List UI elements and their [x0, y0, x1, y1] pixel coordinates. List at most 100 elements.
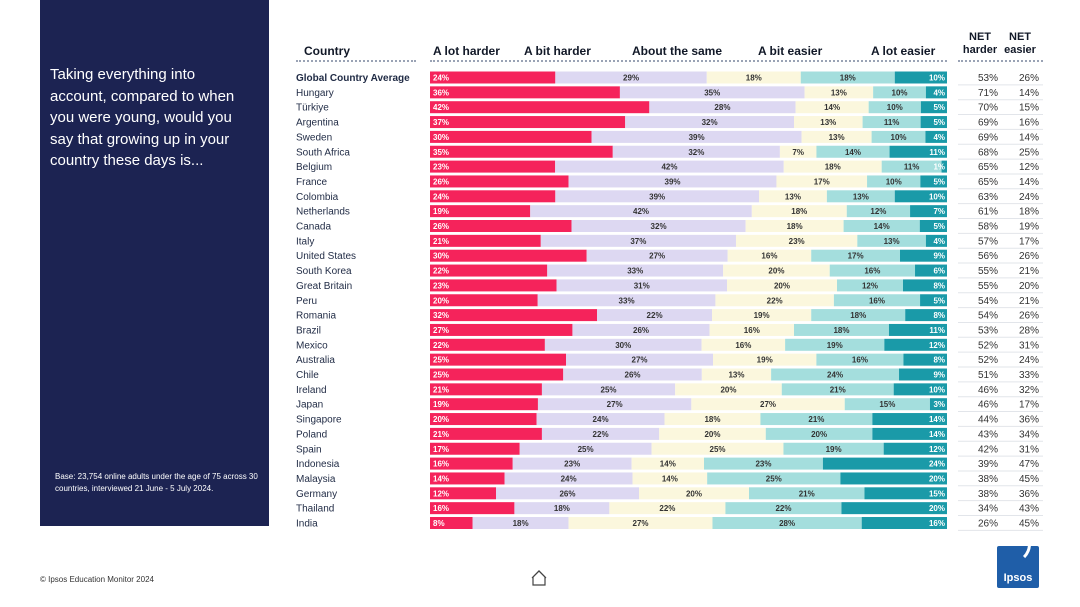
bar-a-bit-easier: [837, 279, 903, 292]
value-label-a-bit-harder: 23%: [564, 460, 580, 469]
value-label-about-same: 20%: [774, 281, 790, 290]
value-label-a-bit-easier: 13%: [853, 192, 869, 201]
bar-about-same: [631, 457, 705, 470]
net-easier-value: 26%: [1019, 73, 1039, 84]
bar-a-lot-harder: [430, 413, 537, 426]
country-label: Argentina: [296, 118, 339, 129]
value-label-a-lot-harder: 14%: [433, 474, 449, 483]
bar-a-lot-harder: [430, 264, 548, 277]
value-label-a-lot-easier: 3%: [933, 400, 945, 409]
header-a-lot-easier: A lot easier: [871, 44, 936, 58]
bar-a-lot-easier: [915, 264, 947, 277]
net-harder-value: 65%: [978, 177, 998, 188]
net-harder-value: 70%: [978, 103, 998, 114]
value-label-a-lot-easier: 20%: [929, 474, 945, 483]
bar-a-lot-easier: [920, 294, 947, 307]
bar-a-bit-easier: [781, 383, 894, 396]
net-harder-value: 44%: [978, 415, 998, 426]
bar-about-same: [712, 309, 812, 322]
value-label-a-lot-harder: 25%: [433, 371, 449, 380]
bar-about-same: [751, 205, 847, 218]
value-label-a-bit-easier: 17%: [848, 252, 864, 261]
value-label-a-lot-easier: 5%: [933, 118, 945, 127]
bar-a-lot-easier: [903, 279, 947, 292]
bar-a-lot-easier: [840, 472, 947, 485]
bar-a-lot-harder: [430, 502, 515, 515]
bar-a-bit-easier: [826, 190, 895, 203]
bar-a-bit-harder: [571, 220, 746, 232]
value-label-about-same: 18%: [791, 207, 807, 216]
country-label: Belgium: [296, 162, 332, 173]
bar-a-lot-easier: [925, 86, 947, 99]
value-label-about-same: 27%: [760, 400, 776, 409]
value-label-a-lot-easier: 4%: [933, 133, 945, 142]
net-easier-value: 31%: [1019, 444, 1039, 455]
value-label-a-lot-harder: 35%: [433, 148, 449, 157]
bar-a-lot-harder: [430, 205, 531, 218]
country-label: Germany: [296, 489, 337, 500]
value-label-a-lot-harder: 24%: [433, 74, 449, 83]
value-label-a-lot-harder: 37%: [433, 118, 449, 127]
value-label-a-lot-harder: 32%: [433, 311, 449, 320]
value-label-a-bit-harder: 26%: [559, 489, 575, 498]
bar-a-lot-harder: [430, 398, 538, 411]
country-label: Spain: [296, 444, 322, 455]
value-label-a-lot-easier: 8%: [933, 281, 945, 290]
value-label-a-bit-harder: 33%: [619, 296, 635, 305]
net-harder-value: 38%: [978, 489, 998, 500]
value-label-a-lot-easier: 14%: [929, 430, 945, 439]
value-label-a-bit-harder: 32%: [651, 222, 667, 231]
net-easier-value: 47%: [1019, 459, 1039, 470]
bar-a-lot-easier: [872, 427, 947, 440]
bar-a-bit-easier: [843, 220, 920, 232]
country-label: Peru: [296, 296, 317, 307]
value-label-a-bit-harder: 35%: [704, 88, 720, 97]
value-label-a-bit-easier: 15%: [879, 400, 895, 409]
value-label-a-lot-harder: 22%: [433, 267, 449, 276]
value-label-a-bit-harder: 24%: [593, 415, 609, 424]
bar-a-bit-harder: [612, 145, 780, 158]
net-easier-value: 12%: [1019, 162, 1039, 173]
value-label-a-lot-harder: 21%: [433, 385, 449, 394]
home-icon[interactable]: [531, 569, 547, 587]
country-divider: [296, 60, 416, 62]
bar-a-lot-harder: [430, 309, 598, 322]
header-a-bit-easier: A bit easier: [758, 44, 823, 58]
net-easier-value: 21%: [1019, 296, 1039, 307]
bar-about-same: [783, 160, 882, 173]
bar-a-bit-easier: [867, 175, 921, 188]
net-harder-value: 54%: [978, 311, 998, 322]
bar-a-bit-harder: [472, 517, 569, 529]
net-harder-value: 38%: [978, 474, 998, 485]
value-label-a-lot-easier: 8%: [933, 356, 945, 365]
net-easier-value: 31%: [1019, 340, 1039, 351]
net-easier-value: 14%: [1019, 177, 1039, 188]
bar-a-lot-harder: [430, 130, 592, 143]
value-label-a-lot-harder: 25%: [433, 356, 449, 365]
value-label-about-same: 14%: [824, 103, 840, 112]
bar-a-lot-harder: [430, 427, 542, 440]
value-label-a-lot-easier: 20%: [929, 504, 945, 513]
net-harder-value: 52%: [978, 340, 998, 351]
country-label: Poland: [296, 429, 327, 440]
bar-about-same: [701, 368, 772, 381]
value-label-a-bit-easier: 19%: [826, 445, 842, 454]
value-label-a-bit-harder: 22%: [647, 311, 663, 320]
value-label-a-bit-easier: 10%: [892, 88, 908, 97]
bar-a-lot-harder: [430, 472, 505, 485]
bar-about-same: [727, 279, 837, 292]
bar-a-lot-easier: [920, 175, 947, 188]
bar-a-lot-harder: [430, 457, 513, 470]
bar-a-bit-harder: [541, 427, 660, 440]
net-harder-value: 61%: [978, 207, 998, 218]
bar-a-lot-harder: [430, 145, 613, 158]
bar-a-bit-easier: [800, 71, 895, 84]
country-label: Malaysia: [296, 474, 336, 485]
value-label-a-bit-easier: 13%: [884, 237, 900, 246]
bar-a-lot-easier: [888, 323, 947, 336]
value-label-a-lot-harder: 20%: [433, 415, 449, 424]
value-label-a-lot-harder: 20%: [433, 296, 449, 305]
value-label-about-same: 16%: [735, 341, 751, 350]
bar-a-lot-easier: [925, 234, 947, 247]
bar-a-bit-easier: [829, 264, 916, 277]
